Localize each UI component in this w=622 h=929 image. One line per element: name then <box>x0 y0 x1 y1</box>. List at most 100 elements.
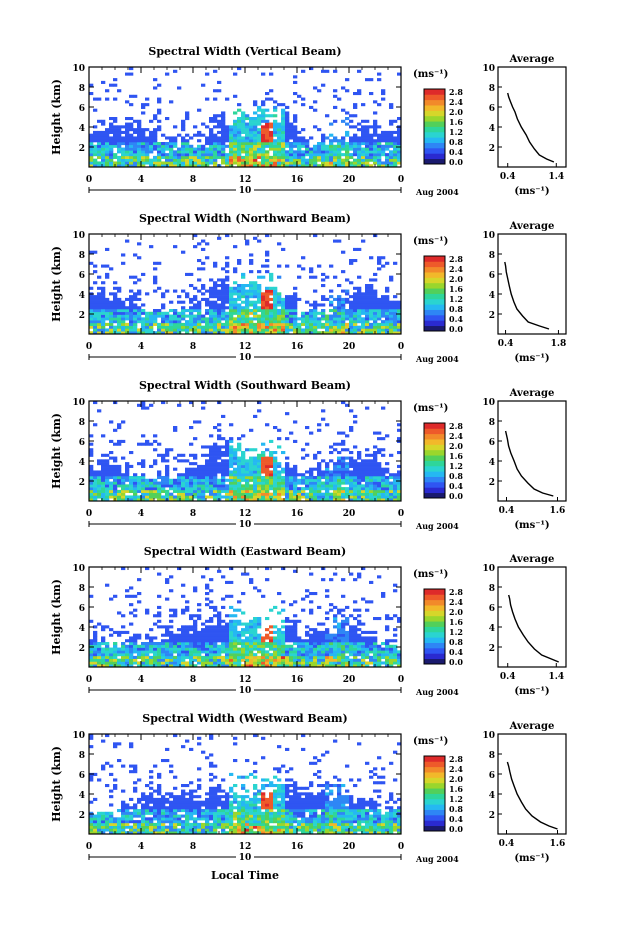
heatmap-cell <box>301 69 306 73</box>
heatmap-cell <box>109 117 114 121</box>
heatmap-cell <box>261 476 266 480</box>
heatmap-cell <box>297 653 302 657</box>
profile-title: Average <box>509 388 555 399</box>
heatmap-cell <box>269 608 274 612</box>
heatmap-cell <box>357 161 362 165</box>
heatmap-cell <box>105 481 110 485</box>
heatmap-cell <box>393 153 398 157</box>
heatmap-cell <box>253 147 258 151</box>
heatmap-cell <box>185 164 190 168</box>
heatmap-cell <box>257 495 262 499</box>
heatmap-cell <box>205 453 210 457</box>
heatmap-cell <box>217 150 222 154</box>
heatmap-cell <box>229 476 234 480</box>
heatmap-cell <box>385 155 390 159</box>
heatmap-cell <box>177 311 182 315</box>
heatmap-cell <box>341 630 346 634</box>
heatmap-cell <box>241 164 246 168</box>
heatmap-cell <box>165 158 170 162</box>
heatmap-cell <box>321 311 326 315</box>
heatmap-cell <box>301 489 306 493</box>
heatmap-cell <box>113 467 118 471</box>
heatmap-cell <box>121 481 126 485</box>
heatmap-cell <box>385 476 390 480</box>
heatmap-cell <box>381 150 386 154</box>
heatmap-cell <box>233 650 238 654</box>
heatmap-cell <box>225 644 230 648</box>
heatmap-cell <box>217 453 222 457</box>
heatmap-cell <box>125 647 130 651</box>
heatmap-cell <box>281 639 286 643</box>
heatmap-cell <box>365 158 370 162</box>
heatmap-cell <box>145 481 150 485</box>
heatmap-cell <box>229 320 234 324</box>
heatmap-cell <box>245 314 250 318</box>
heatmap-cell <box>253 658 258 662</box>
heatmap-cell <box>281 136 286 140</box>
heatmap-cell <box>289 653 294 657</box>
heatmap-cell <box>341 464 346 468</box>
heatmap-cell <box>273 325 278 329</box>
heatmap-cell <box>169 589 174 593</box>
heatmap-cell <box>277 122 282 126</box>
heatmap-cell <box>129 653 134 657</box>
heatmap-cell <box>293 295 298 299</box>
heatmap-cell <box>129 594 134 598</box>
heatmap-cell <box>333 487 338 491</box>
colorbar-swatch <box>424 266 445 273</box>
heatmap-cell <box>261 320 266 324</box>
heatmap-cell <box>169 142 174 146</box>
heatmap-cell <box>137 164 142 168</box>
heatmap-cell <box>269 453 274 457</box>
heatmap-cell <box>245 114 250 118</box>
heatmap-cell <box>157 111 162 115</box>
x-tick-label: 4 <box>138 175 144 185</box>
heatmap-cell <box>285 306 290 310</box>
heatmap-cell <box>337 489 342 493</box>
heatmap-cell <box>361 630 366 634</box>
heatmap-cell <box>165 147 170 151</box>
heatmap-cell <box>313 456 318 460</box>
profile-y-tick-label: 4 <box>489 124 495 134</box>
heatmap-cell <box>261 72 266 76</box>
heatmap-cell <box>161 295 166 299</box>
heatmap-cell <box>369 292 374 296</box>
heatmap-cell <box>173 633 178 637</box>
heatmap-cell <box>197 642 202 646</box>
heatmap-cell <box>329 295 334 299</box>
heatmap-cell <box>161 661 166 665</box>
heatmap-cell <box>273 153 278 157</box>
heatmap-cell <box>261 158 266 162</box>
heatmap-cell <box>357 498 362 502</box>
heatmap-cell <box>385 314 390 318</box>
heatmap-cell <box>305 644 310 648</box>
heatmap-cell <box>269 439 274 443</box>
heatmap-cell <box>205 147 210 151</box>
heatmap-cell <box>277 295 282 299</box>
heatmap-cell <box>241 295 246 299</box>
heatmap-cell <box>273 309 278 313</box>
heatmap-cell <box>101 309 106 313</box>
heatmap-cell <box>137 650 142 654</box>
heatmap-cell <box>265 130 270 134</box>
heatmap-cell <box>265 139 270 143</box>
heatmap-cell <box>241 150 246 154</box>
heatmap-cell <box>305 630 310 634</box>
colorbar-swatch <box>424 256 445 262</box>
heatmap-cell <box>357 275 362 279</box>
heatmap-cell <box>257 286 262 290</box>
heatmap-cell <box>325 473 330 477</box>
heatmap-cell <box>165 478 170 482</box>
heatmap-cell <box>273 644 278 648</box>
heatmap-cell <box>349 644 354 648</box>
heatmap-cell <box>373 317 378 321</box>
heatmap-cell <box>281 328 286 332</box>
heatmap-cell <box>317 462 322 466</box>
heatmap-cell <box>125 164 130 168</box>
heatmap-cell <box>133 331 138 335</box>
heatmap-cell <box>257 470 262 474</box>
heatmap-cell <box>337 325 342 329</box>
heatmap-cell <box>249 473 254 477</box>
heatmap-cell <box>345 619 350 623</box>
